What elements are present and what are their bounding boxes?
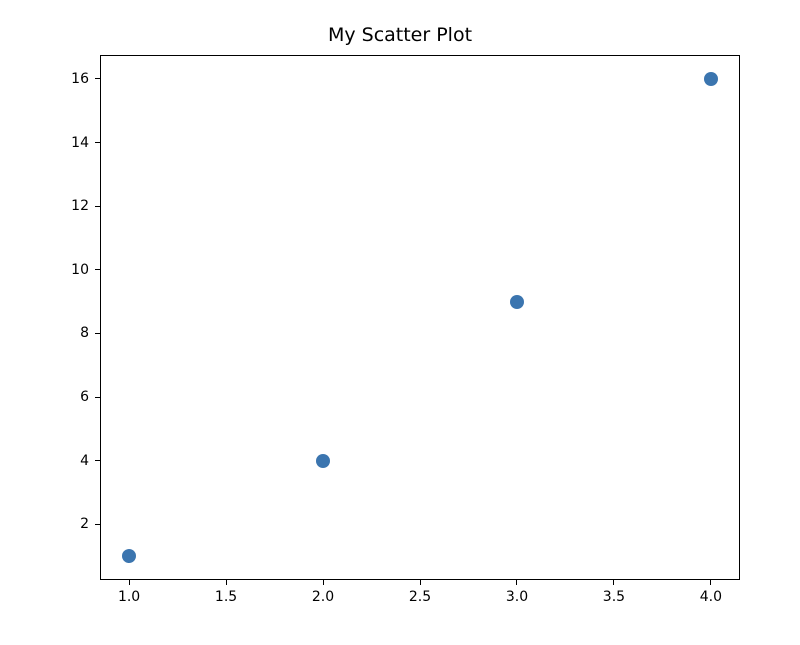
y-tick-label: 6 [80, 389, 89, 405]
y-tick [95, 397, 100, 398]
spine-right [739, 55, 740, 580]
x-tick [129, 580, 130, 585]
chart-title: My Scatter Plot [0, 24, 800, 46]
y-tick [95, 142, 100, 143]
x-tick [420, 580, 421, 585]
x-tick-label: 1.0 [118, 589, 140, 605]
x-tick-label: 4.0 [700, 589, 722, 605]
x-tick-label: 3.0 [506, 589, 528, 605]
x-tick [613, 580, 614, 585]
y-tick-label: 2 [80, 516, 89, 532]
y-tick [95, 78, 100, 79]
x-tick-label: 2.5 [409, 589, 431, 605]
y-tick [95, 460, 100, 461]
x-tick [516, 580, 517, 585]
y-tick-label: 12 [71, 198, 89, 214]
scatter-point [704, 72, 718, 86]
y-tick-label: 14 [71, 135, 89, 151]
y-tick-label: 10 [71, 262, 89, 278]
scatter-point [316, 454, 330, 468]
y-tick [95, 206, 100, 207]
x-tick-label: 3.5 [603, 589, 625, 605]
spine-left [100, 55, 101, 580]
y-tick-label: 8 [80, 325, 89, 341]
y-tick-label: 16 [71, 71, 89, 87]
y-tick [95, 524, 100, 525]
y-tick [95, 269, 100, 270]
x-tick-label: 1.5 [215, 589, 237, 605]
x-tick [710, 580, 711, 585]
y-tick [95, 333, 100, 334]
spine-top [100, 55, 740, 56]
scatter-point [510, 295, 524, 309]
scatter-point [122, 549, 136, 563]
x-tick-label: 2.0 [312, 589, 334, 605]
x-tick [226, 580, 227, 585]
x-tick [323, 580, 324, 585]
y-tick-label: 4 [80, 453, 89, 469]
figure: My Scatter Plot 1.01.52.02.53.03.54.0246… [0, 0, 800, 645]
plot-area: 1.01.52.02.53.03.54.0246810121416 [100, 55, 740, 580]
